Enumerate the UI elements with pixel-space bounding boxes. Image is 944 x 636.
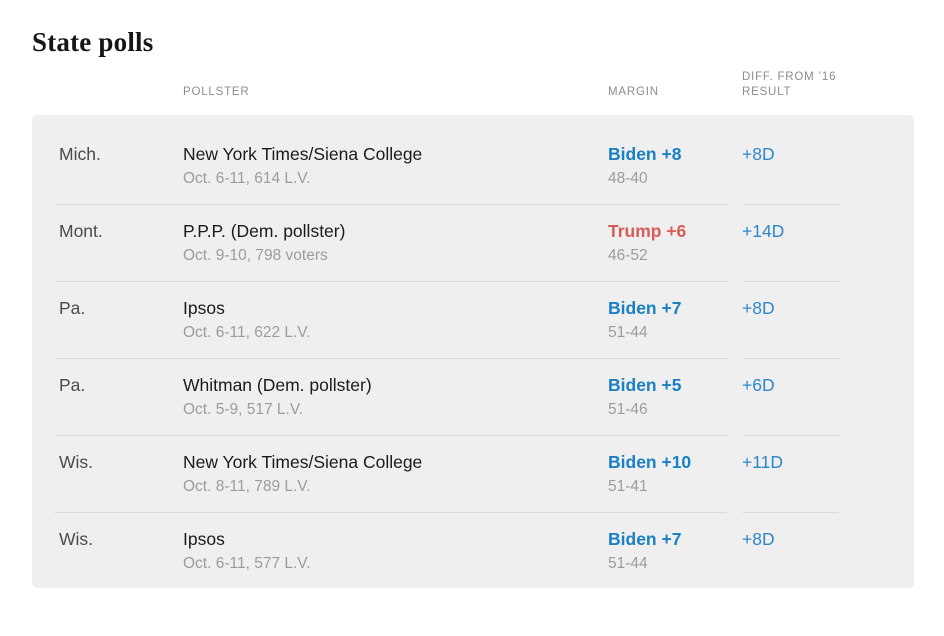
poll-dates-sample: Oct. 5-9, 517 L.V. xyxy=(183,401,304,418)
pollster-cell: P.P.P. (Dem. pollster) Oct. 9-10, 798 vo… xyxy=(183,220,608,266)
state-label: Pa. xyxy=(59,375,86,395)
state-label: Mich. xyxy=(59,144,101,164)
margin-value: Biden +7 xyxy=(608,529,682,549)
poll-dates-sample: Oct. 8-11, 789 L.V. xyxy=(183,478,311,495)
header-margin: MARGIN xyxy=(608,86,659,98)
result-value: 51-41 xyxy=(608,478,648,495)
table-row: Wis. Ipsos Oct. 6-11, 577 L.V. Biden +7 … xyxy=(32,513,914,580)
table-row: Pa. Whitman (Dem. pollster) Oct. 5-9, 51… xyxy=(32,359,914,436)
diff-from-16-value: +11D xyxy=(742,452,784,472)
margin-value: Trump +6 xyxy=(608,221,687,241)
header-diff-from-16: DIFF. FROM ’16 RESULT xyxy=(742,71,837,98)
pollster-cell: New York Times/Siena College Oct. 8-11, … xyxy=(183,451,608,497)
result-value: 46-52 xyxy=(608,247,648,264)
poll-dates-sample: Oct. 6-11, 577 L.V. xyxy=(183,555,311,572)
pollster-cell: Whitman (Dem. pollster) Oct. 5-9, 517 L.… xyxy=(183,374,608,420)
margin-cell: Biden +7 51-44 xyxy=(608,528,742,574)
margin-cell: Trump +6 46-52 xyxy=(608,220,742,266)
pollster-name: Ipsos xyxy=(183,298,225,318)
table-row: Mich. New York Times/Siena College Oct. … xyxy=(32,128,914,205)
margin-value: Biden +5 xyxy=(608,375,682,395)
margin-value: Biden +8 xyxy=(608,144,682,164)
pollster-cell: New York Times/Siena College Oct. 6-11, … xyxy=(183,143,608,189)
pollster-name: P.P.P. (Dem. pollster) xyxy=(183,221,346,241)
margin-cell: Biden +5 51-46 xyxy=(608,374,742,420)
diff-from-16-value: +8D xyxy=(742,298,775,318)
polls-table: Mich. New York Times/Siena College Oct. … xyxy=(32,115,914,588)
state-label: Mont. xyxy=(59,221,103,241)
page-title: State polls xyxy=(32,27,154,57)
poll-dates-sample: Oct. 9-10, 798 voters xyxy=(183,247,328,264)
header-pollster: POLLSTER xyxy=(183,86,250,98)
diff-from-16-value: +8D xyxy=(742,529,775,549)
table-row: Mont. P.P.P. (Dem. pollster) Oct. 9-10, … xyxy=(32,205,914,282)
table-header-row: POLLSTER MARGIN DIFF. FROM ’16 RESULT xyxy=(32,70,914,100)
state-label: Wis. xyxy=(59,452,94,472)
result-value: 48-40 xyxy=(608,170,648,187)
diff-from-16-value: +14D xyxy=(742,221,785,241)
pollster-name: New York Times/Siena College xyxy=(183,144,423,164)
diff-from-16-value: +6D xyxy=(742,375,775,395)
margin-cell: Biden +7 51-44 xyxy=(608,297,742,343)
result-value: 51-44 xyxy=(608,324,648,341)
margin-cell: Biden +8 48-40 xyxy=(608,143,742,189)
diff-from-16-value: +8D xyxy=(742,144,775,164)
pollster-name: Ipsos xyxy=(183,529,225,549)
poll-dates-sample: Oct. 6-11, 614 L.V. xyxy=(183,170,311,187)
result-value: 51-44 xyxy=(608,555,648,572)
margin-cell: Biden +10 51-41 xyxy=(608,451,742,497)
page: State polls POLLSTER MARGIN DIFF. FROM ’… xyxy=(32,27,914,588)
pollster-name: New York Times/Siena College xyxy=(183,452,423,472)
margin-value: Biden +7 xyxy=(608,298,682,318)
pollster-cell: Ipsos Oct. 6-11, 577 L.V. xyxy=(183,528,608,574)
poll-dates-sample: Oct. 6-11, 622 L.V. xyxy=(183,324,311,341)
margin-value: Biden +10 xyxy=(608,452,692,472)
table-row: Wis. New York Times/Siena College Oct. 8… xyxy=(32,436,914,513)
table-row: Pa. Ipsos Oct. 6-11, 622 L.V. Biden +7 5… xyxy=(32,282,914,359)
pollster-name: Whitman (Dem. pollster) xyxy=(183,375,372,395)
state-label: Pa. xyxy=(59,298,86,318)
result-value: 51-46 xyxy=(608,401,648,418)
state-label: Wis. xyxy=(59,529,94,549)
pollster-cell: Ipsos Oct. 6-11, 622 L.V. xyxy=(183,297,608,343)
